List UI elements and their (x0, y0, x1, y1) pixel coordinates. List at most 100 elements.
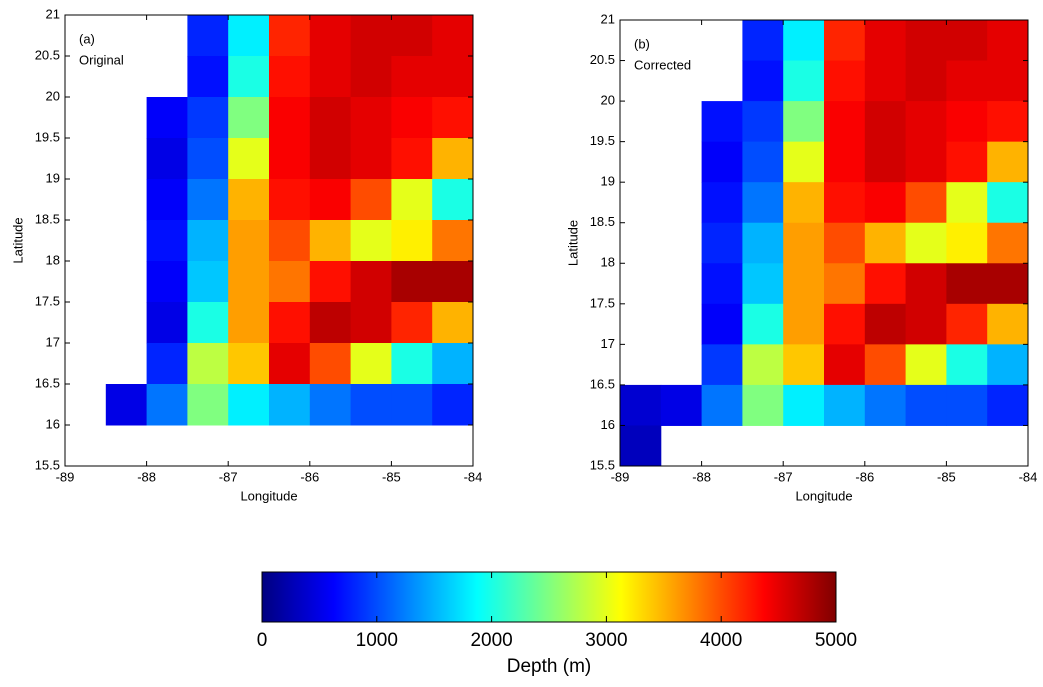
cell (269, 302, 311, 344)
x-tick-label: -86 (300, 469, 319, 484)
cell (905, 20, 947, 62)
y-tick-label: 18 (46, 252, 60, 267)
cell (432, 261, 473, 303)
y-tick-label: 17 (46, 334, 60, 349)
cell (269, 343, 311, 385)
x-tick-label: -84 (1019, 469, 1038, 484)
cell (350, 97, 392, 139)
y-tick-label: 20 (601, 93, 615, 108)
cell (228, 97, 270, 139)
y-axis-label: Latitude (10, 217, 25, 263)
cell (269, 15, 311, 57)
cell (432, 15, 473, 57)
x-tick-label: -89 (56, 469, 75, 484)
x-tick-label: -87 (219, 469, 238, 484)
cell (701, 344, 743, 386)
cell (391, 384, 433, 426)
colorbar-tick-label: 2000 (470, 630, 512, 651)
cell (309, 343, 352, 385)
cell (783, 101, 825, 143)
cell (350, 15, 392, 57)
cell (946, 344, 988, 386)
cell (987, 101, 1028, 143)
cell (742, 60, 784, 102)
cell (946, 101, 988, 143)
cell (742, 263, 784, 305)
colorbar-tick-label: 0 (257, 630, 268, 651)
cell (620, 425, 662, 466)
cell (187, 302, 229, 344)
x-tick-label: -86 (855, 469, 874, 484)
x-tick-label: -88 (137, 469, 156, 484)
x-tick-label: -89 (611, 469, 630, 484)
y-tick-label: 20.5 (590, 52, 615, 67)
cell (905, 60, 947, 102)
cell (864, 222, 907, 264)
cell (146, 220, 188, 262)
cell (987, 303, 1028, 345)
cell (783, 182, 825, 224)
cell (824, 182, 866, 224)
cell (187, 261, 229, 303)
colorbar-tick-label: 3000 (585, 630, 627, 651)
cell (187, 384, 229, 426)
cell (783, 20, 825, 62)
cell (391, 343, 433, 385)
cell (742, 101, 784, 143)
cell (269, 220, 311, 262)
y-tick-label: 17.5 (35, 293, 60, 308)
colorbar-tick-label: 1000 (356, 630, 398, 651)
cell (391, 179, 433, 221)
cell (146, 302, 188, 344)
cell (309, 138, 352, 180)
cell (309, 15, 352, 57)
y-tick-label: 15.5 (35, 457, 60, 472)
y-tick-label: 18 (601, 255, 615, 270)
cell (701, 303, 743, 345)
cell (228, 302, 270, 344)
colorbar (261, 571, 837, 623)
cell (987, 141, 1028, 183)
cell (187, 220, 229, 262)
cell (824, 263, 866, 305)
y-tick-label: 19.5 (35, 129, 60, 144)
cell (946, 303, 988, 345)
cell (432, 97, 473, 139)
cell (350, 56, 392, 98)
cell (742, 182, 784, 224)
cell (742, 222, 784, 264)
cell (864, 182, 907, 224)
cell (309, 261, 352, 303)
cell (783, 141, 825, 183)
x-tick-label: -84 (464, 469, 483, 484)
cell (620, 384, 662, 426)
x-axis-label: Longitude (795, 488, 852, 503)
y-tick-label: 20.5 (35, 47, 60, 62)
cell (701, 141, 743, 183)
cell (946, 182, 988, 224)
cell (905, 222, 947, 264)
cell (228, 56, 270, 98)
cell (228, 261, 270, 303)
cell (228, 384, 270, 426)
colorbar-tick-label: 5000 (815, 630, 857, 651)
cell (105, 384, 148, 426)
cell (309, 56, 352, 98)
y-tick-label: 16.5 (590, 376, 615, 391)
cell (905, 182, 947, 224)
cell (987, 20, 1028, 62)
cell (391, 97, 433, 139)
cell (824, 141, 866, 183)
cell (905, 344, 947, 386)
cell (824, 344, 866, 386)
cell (391, 138, 433, 180)
cell (824, 303, 866, 345)
cell (864, 263, 907, 305)
y-tick-label: 18.5 (35, 211, 60, 226)
y-axis-label: Latitude (565, 220, 580, 266)
cell (187, 97, 229, 139)
cell (864, 141, 907, 183)
cell (350, 138, 392, 180)
cell (146, 384, 188, 426)
cell (187, 15, 229, 57)
